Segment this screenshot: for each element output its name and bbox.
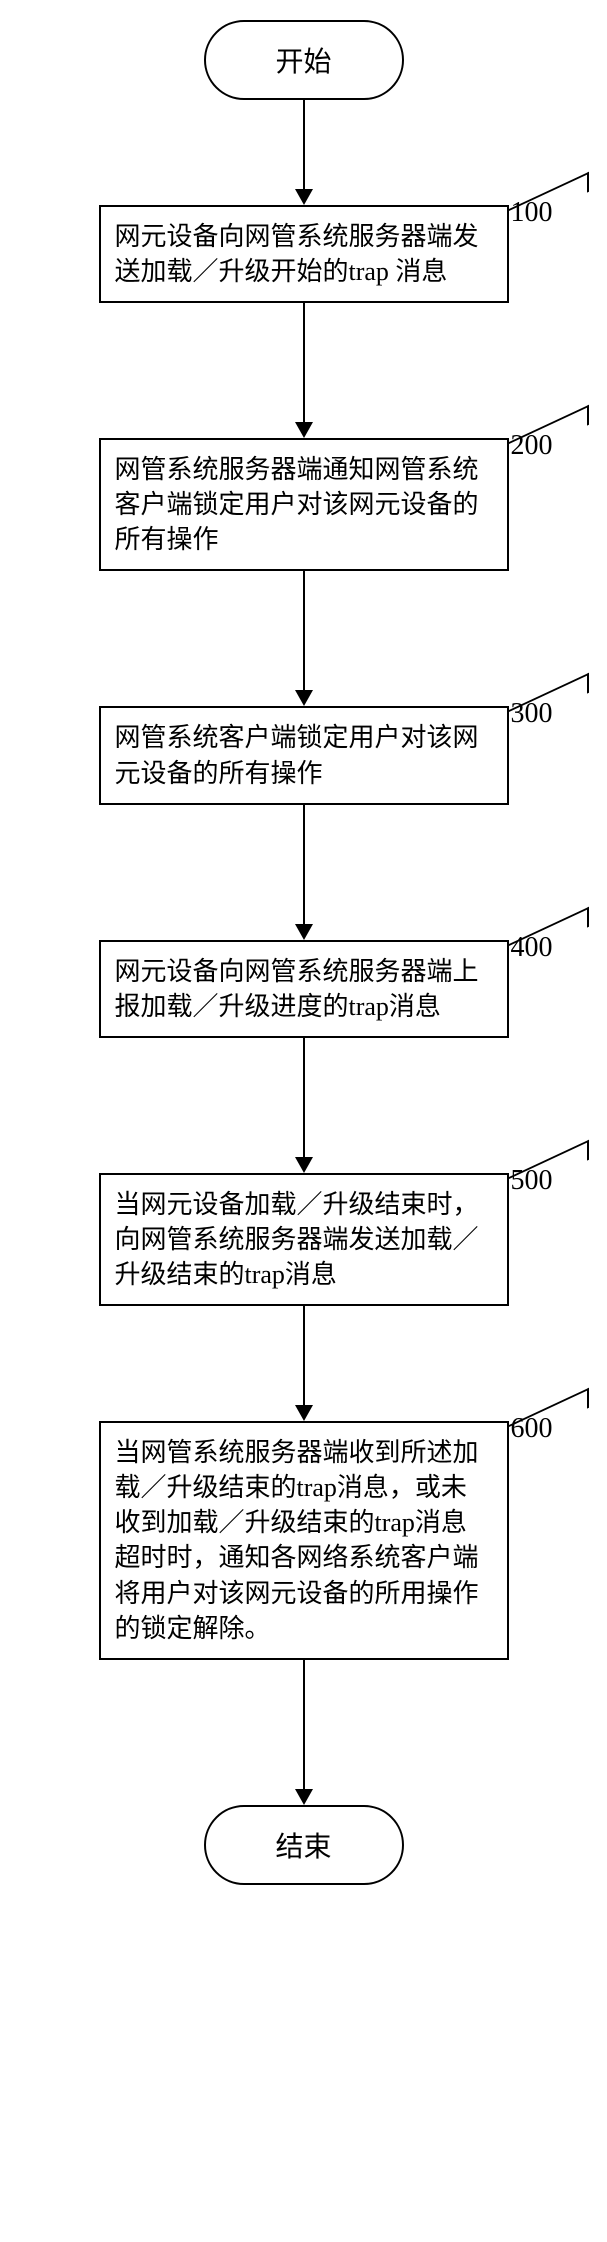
arrow-line xyxy=(303,1306,305,1406)
step-label-wrap: 100 xyxy=(509,205,553,229)
arrow xyxy=(295,805,313,940)
arrow-head-icon xyxy=(295,1789,313,1805)
arrow-head-icon xyxy=(295,924,313,940)
terminal-start-label: 开始 xyxy=(275,47,331,78)
process-wrapper: 网元设备向网管系统服务器端上报加载／升级进度的trap消息 400 xyxy=(99,940,509,1038)
terminal-end: 结束 xyxy=(204,1805,404,1885)
arrow-head-icon xyxy=(295,422,313,438)
process-step-500: 当网元设备加载／升级结束时，向网管系统服务器端发送加载／升级结束的trap消息 xyxy=(99,1173,509,1306)
arrow-line xyxy=(303,1660,305,1790)
arrow-line xyxy=(303,805,305,925)
step-label-wrap: 200 xyxy=(509,438,553,462)
arrow-head-icon xyxy=(295,690,313,706)
step-label-wrap: 600 xyxy=(509,1421,553,1445)
step-label-wrap: 500 xyxy=(509,1173,553,1197)
arrow-head-icon xyxy=(295,189,313,205)
process-wrapper: 网管系统客户端锁定用户对该网元设备的所有操作 300 xyxy=(99,706,509,804)
arrow-head-icon xyxy=(295,1157,313,1173)
arrow-line xyxy=(303,571,305,691)
arrow xyxy=(295,1660,313,1805)
process-wrapper: 当网元设备加载／升级结束时，向网管系统服务器端发送加载／升级结束的trap消息 … xyxy=(99,1173,509,1306)
arrow xyxy=(295,1038,313,1173)
terminal-start: 开始 xyxy=(204,20,404,100)
terminal-end-label: 结束 xyxy=(275,1832,331,1863)
process-step-600: 当网管系统服务器端收到所述加载／升级结束的trap消息，或未收到加载／升级结束的… xyxy=(99,1421,509,1660)
arrow-head-icon xyxy=(295,1405,313,1421)
process-wrapper: 当网管系统服务器端收到所述加载／升级结束的trap消息，或未收到加载／升级结束的… xyxy=(99,1421,509,1660)
arrow-line xyxy=(303,100,305,190)
arrow xyxy=(295,1306,313,1421)
step-label-wrap: 400 xyxy=(509,940,553,964)
process-wrapper: 网管系统服务器端通知网管系统客户端锁定用户对该网元设备的所有操作 200 xyxy=(99,438,509,571)
arrow-line xyxy=(303,303,305,423)
step-label-wrap: 300 xyxy=(509,706,553,730)
process-step-100: 网元设备向网管系统服务器端发送加载／升级开始的trap 消息 xyxy=(99,205,509,303)
process-step-200: 网管系统服务器端通知网管系统客户端锁定用户对该网元设备的所有操作 xyxy=(99,438,509,571)
arrow xyxy=(295,303,313,438)
process-wrapper: 网元设备向网管系统服务器端发送加载／升级开始的trap 消息 100 xyxy=(99,205,509,303)
arrow-line xyxy=(303,1038,305,1158)
process-step-400: 网元设备向网管系统服务器端上报加载／升级进度的trap消息 xyxy=(99,940,509,1038)
flowchart-container: 开始 网元设备向网管系统服务器端发送加载／升级开始的trap 消息 100 网管… xyxy=(20,20,587,1885)
arrow xyxy=(295,571,313,706)
process-step-300: 网管系统客户端锁定用户对该网元设备的所有操作 xyxy=(99,706,509,804)
arrow xyxy=(295,100,313,205)
